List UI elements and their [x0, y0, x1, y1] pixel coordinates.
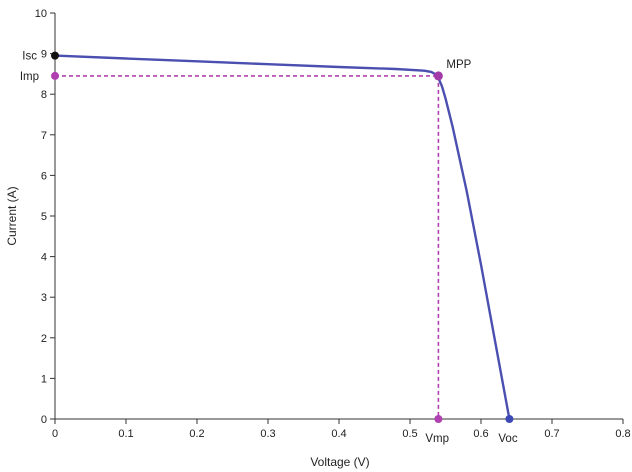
x-axis-title: Voltage (V) — [310, 455, 369, 469]
vmp-label: Vmp — [425, 433, 449, 445]
y-tick-label: 10 — [35, 8, 47, 20]
vmp-point — [434, 415, 443, 423]
y-axis-title: Current (A) — [5, 186, 19, 245]
series-layer — [54, 54, 511, 420]
imp-point — [51, 71, 59, 80]
x-tick-label: 0.4 — [331, 428, 346, 440]
mpp-label: MPP — [446, 59, 471, 71]
series-line — [54, 54, 511, 420]
x-axis: 0 0.1 0.2 0.3 0.4 0.5 0.6 0.7 0.8 — [52, 418, 631, 440]
x-ticks: 0 0.1 0.2 0.3 0.4 0.5 0.6 0.7 0.8 — [52, 419, 631, 440]
x-tick-label: 0.5 — [402, 428, 417, 440]
isc-point — [51, 51, 59, 60]
x-tick-label: 0.3 — [260, 428, 275, 440]
x-tick-label: 0.6 — [473, 428, 488, 440]
voc-label: Voc — [498, 433, 517, 445]
voc-point — [505, 415, 514, 423]
y-tick-label: 2 — [41, 333, 47, 345]
y-tick-label: 1 — [41, 373, 47, 385]
y-tick-label: 7 — [41, 130, 47, 142]
x-tick-label: 0.1 — [118, 428, 133, 440]
x-tick-label: 0.7 — [544, 428, 559, 440]
x-tick-label: 0.8 — [615, 428, 630, 440]
y-ticks: 0 1 2 3 4 5 6 7 8 9 10 — [35, 8, 55, 426]
y-tick-label: 3 — [41, 292, 47, 304]
y-tick-label: 5 — [41, 211, 47, 223]
y-tick-label: 0 — [41, 414, 47, 426]
marker-layer — [51, 51, 514, 423]
isc-label: Isc — [22, 51, 37, 63]
imp-label: Imp — [20, 71, 39, 83]
x-tick-label: 0 — [52, 428, 58, 440]
y-tick-label: 9 — [41, 49, 47, 61]
x-tick-label: 0.2 — [189, 428, 204, 440]
mpp-point — [433, 71, 443, 81]
y-axis: 0 1 2 3 4 5 6 7 8 9 10 — [35, 8, 56, 426]
y-tick-label: 8 — [41, 89, 47, 101]
y-tick-label: 6 — [41, 170, 47, 182]
mpp-guide-lines — [55, 75, 440, 419]
y-tick-label: 4 — [41, 252, 47, 264]
